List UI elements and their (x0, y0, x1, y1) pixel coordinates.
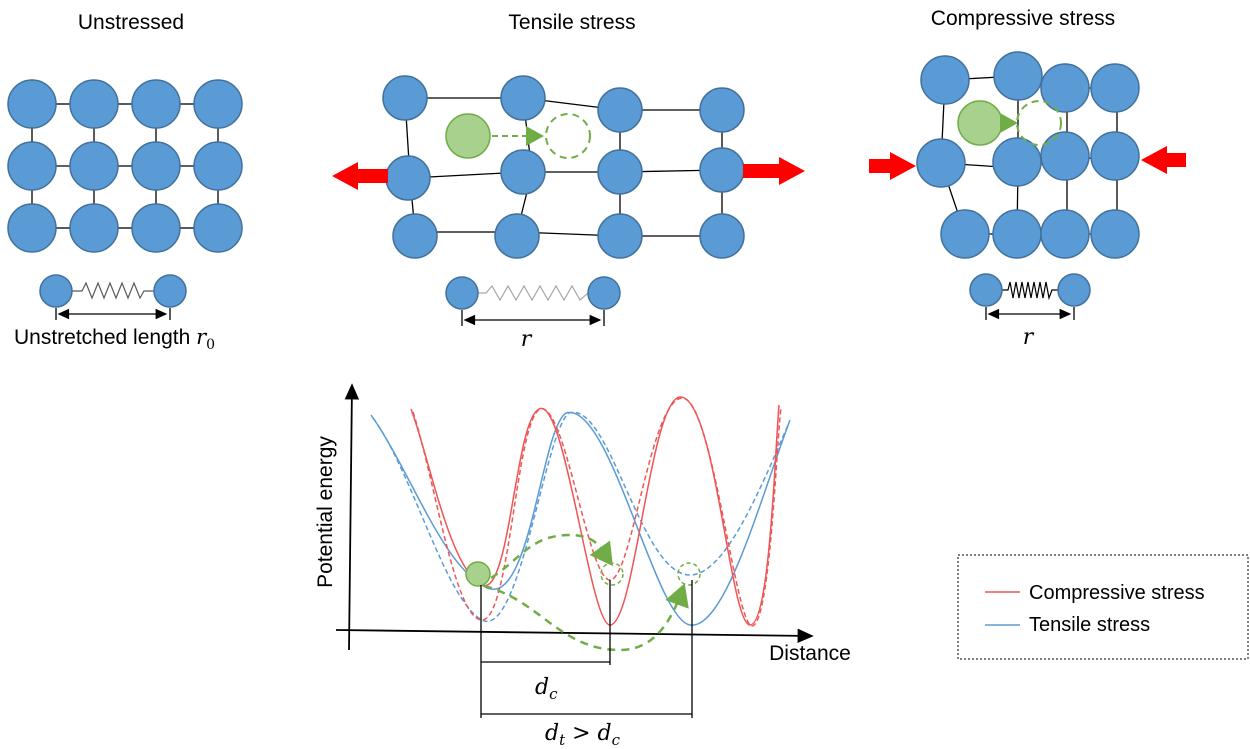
unstressed-title: Unstressed (78, 11, 184, 34)
x-axis-label: Distance (769, 642, 851, 665)
compressive-left-arrow (869, 152, 916, 180)
y-axis (344, 383, 360, 651)
unstressed-panel: Unstressed Unstretched length r0 (7, 11, 243, 353)
tensile-atoms (382, 75, 745, 259)
compressive-curve-dashed (412, 397, 782, 627)
tensile-curve-solid (370, 412, 791, 626)
compressive-right-arrow (1141, 146, 1186, 174)
legend-label-compressive: Compressive stress (1029, 582, 1205, 604)
compressive-interstitial-atom (957, 100, 1003, 146)
dc-label: dc (535, 675, 558, 703)
tensile-r-label: r (521, 327, 533, 352)
tensile-interstitial-atom (445, 113, 491, 159)
tensile-interstitial-target (545, 113, 591, 159)
compressive-interstitial-target (1016, 100, 1062, 146)
compressive-atoms (916, 51, 1140, 259)
compressive-panel: Compressive stress r (869, 7, 1186, 350)
legend: Compressive stress Tensile stress (957, 554, 1249, 660)
tensile-title: Tensile stress (508, 11, 635, 34)
compressive-title: Compressive stress (931, 7, 1115, 30)
unstretched-length-label: Unstretched length r0 (14, 325, 215, 353)
compressive-spring (969, 273, 1091, 320)
y-axis-label: Potential energy (314, 436, 337, 588)
legend-label-tensile: Tensile stress (1029, 614, 1150, 636)
tensile-right-arrow (743, 157, 805, 185)
plot-tensile-site (677, 562, 701, 586)
tensile-spring (445, 276, 621, 326)
dt-label: dt > dc (545, 721, 621, 749)
x-axis (335, 628, 814, 644)
jump-path-compressive (490, 533, 613, 580)
jump-path-tensile (483, 583, 689, 652)
tensile-panel: Tensile stress r (332, 11, 805, 352)
plot-interstitial-atom (465, 561, 491, 587)
potential-plot: Potential energy Distance dc dt > dc (314, 383, 851, 749)
tensile-lattice (404, 97, 723, 237)
unstressed-atoms (7, 79, 243, 253)
tensile-curve-dashed (372, 411, 789, 622)
unstressed-lattice (31, 103, 219, 229)
legend-box (957, 554, 1249, 660)
unstressed-spring (39, 274, 187, 320)
plot-compressive-site (600, 562, 624, 586)
tensile-left-arrow (332, 162, 388, 190)
compressive-curve-solid (410, 396, 780, 626)
compressive-r-label: r (1023, 325, 1035, 350)
